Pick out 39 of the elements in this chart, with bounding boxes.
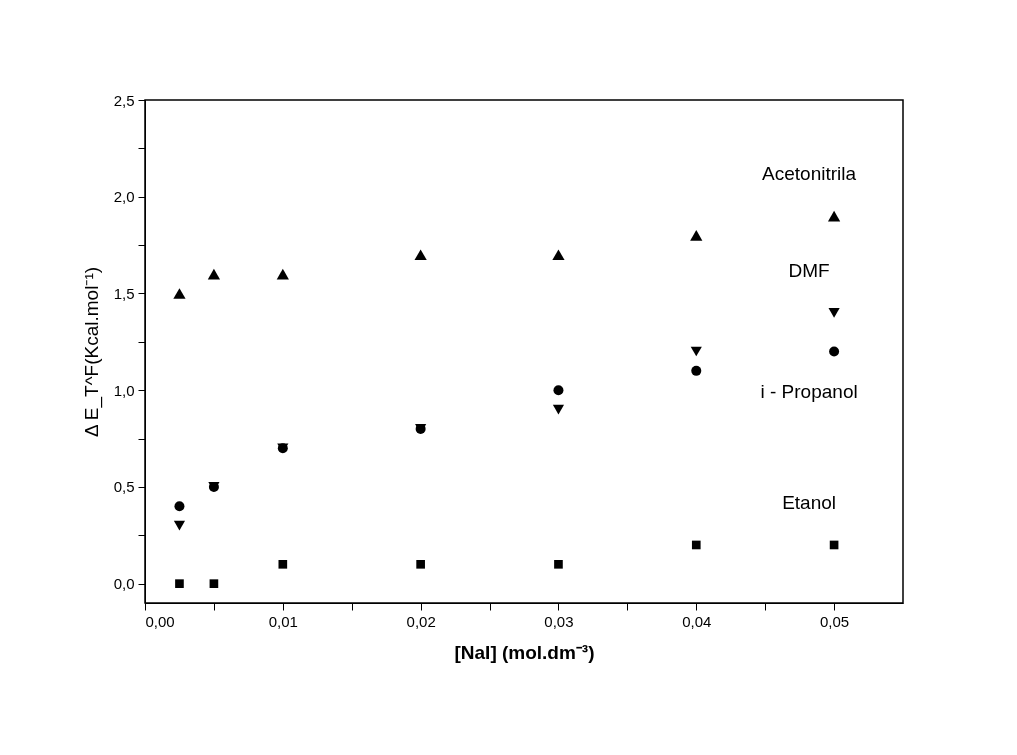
- point: [175, 579, 184, 588]
- point: [278, 559, 288, 569]
- series-label: Acetonitrila: [762, 163, 857, 185]
- y-tick-label: 2,0: [113, 188, 135, 206]
- y-axis-title: Δ E_T^F(Kcal.mol⁻¹): [80, 266, 103, 438]
- series-label: DMF: [788, 259, 830, 281]
- point: [173, 520, 186, 531]
- point: [553, 385, 564, 396]
- y-tick-label: 2,5: [113, 91, 135, 109]
- x-axis-title: [NaI] (mol.dm⁻³): [454, 641, 595, 663]
- y-tick-label: 0,0: [113, 575, 135, 593]
- point: [416, 559, 425, 569]
- point: [554, 559, 563, 569]
- x-tick-label: 0,02: [406, 612, 436, 630]
- point: [207, 268, 221, 280]
- point: [173, 288, 186, 299]
- point: [552, 404, 565, 415]
- point: [827, 210, 841, 222]
- series-label: i - Propanol: [760, 380, 858, 402]
- point: [414, 249, 427, 261]
- series-label: Etanol: [782, 491, 837, 513]
- point: [174, 501, 185, 512]
- y-tick-label: 0,5: [113, 478, 135, 496]
- x-tick-label: 0,03: [544, 612, 574, 630]
- point: [828, 307, 840, 318]
- point: [276, 268, 289, 280]
- point: [829, 346, 840, 357]
- point: [690, 346, 702, 357]
- point: [552, 249, 565, 261]
- point: [690, 230, 703, 241]
- point: [691, 540, 701, 550]
- point: [209, 579, 219, 588]
- y-tick-label: 1,5: [113, 284, 135, 302]
- y-tick-label: 1,0: [113, 381, 135, 399]
- x-tick-label: 0,04: [682, 612, 712, 630]
- x-tick-label: 0,01: [268, 612, 298, 630]
- x-tick-label: 0,00: [145, 612, 175, 630]
- point: [691, 365, 702, 376]
- x-tick-label: 0,05: [819, 612, 850, 630]
